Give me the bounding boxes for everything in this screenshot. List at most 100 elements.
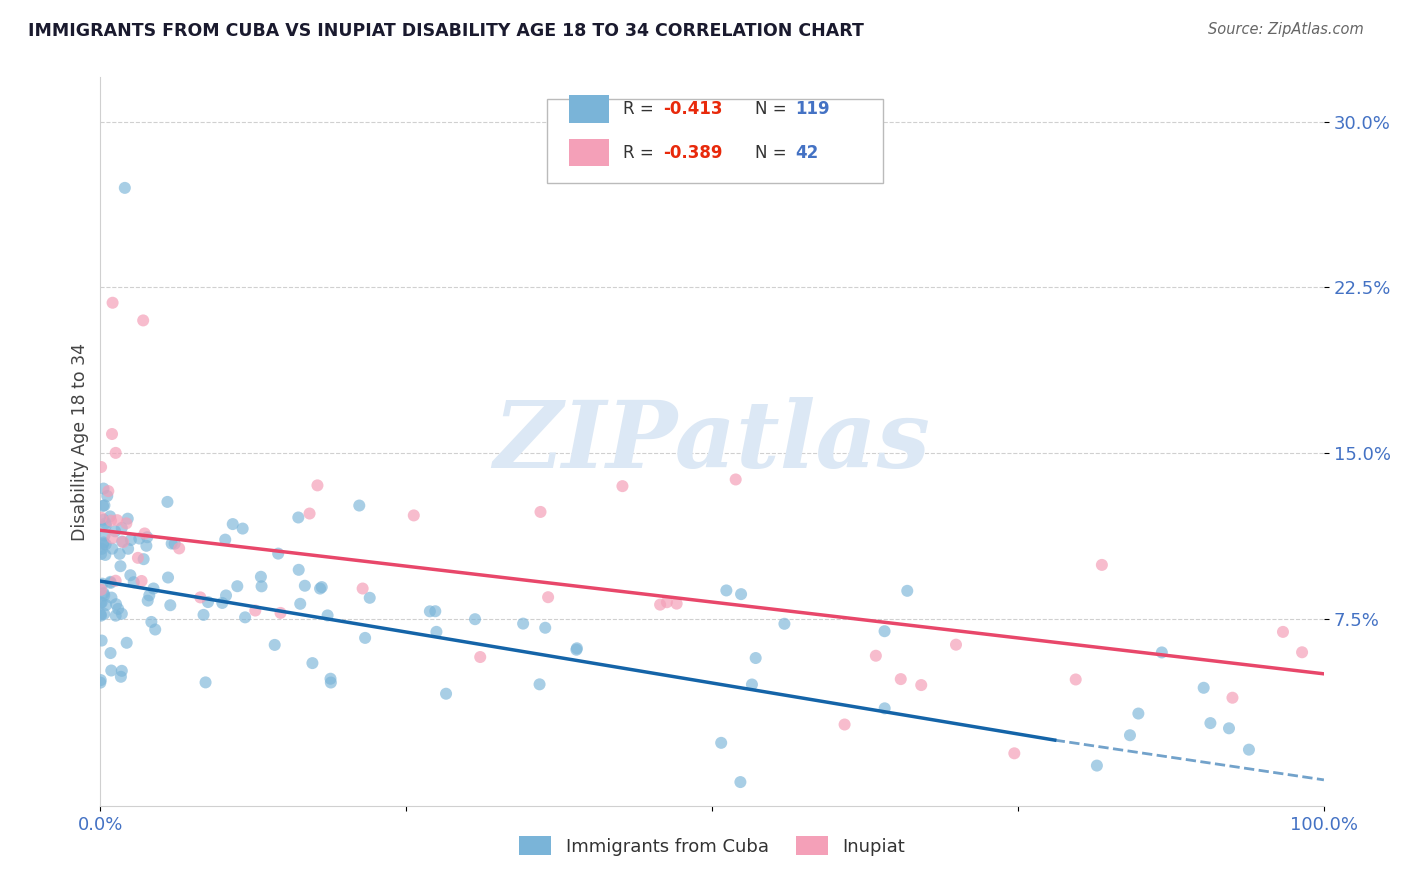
Point <box>132 313 155 327</box>
Point <box>1128 706 1150 721</box>
Point <box>537 591 560 605</box>
Point <box>316 608 339 623</box>
Point <box>101 531 124 545</box>
Point <box>141 615 163 629</box>
Point <box>226 579 249 593</box>
Point <box>1222 690 1244 705</box>
Point <box>93 588 115 602</box>
Point <box>111 534 134 549</box>
Point <box>104 446 127 460</box>
Point <box>90 607 112 622</box>
Point <box>117 511 139 525</box>
Text: 119: 119 <box>796 100 830 118</box>
Point <box>131 574 153 588</box>
Point <box>127 550 149 565</box>
Point <box>402 508 425 523</box>
Point <box>287 510 309 524</box>
Point <box>100 646 122 660</box>
Point <box>263 638 285 652</box>
Point <box>94 598 117 612</box>
Text: ZIPatlas: ZIPatlas <box>494 397 931 487</box>
Point <box>107 602 129 616</box>
Y-axis label: Disability Age 18 to 34: Disability Age 18 to 34 <box>72 343 89 541</box>
Point <box>143 623 166 637</box>
Point <box>120 533 142 547</box>
Point <box>93 528 115 542</box>
Point <box>1237 742 1260 756</box>
Text: R =: R = <box>623 144 659 161</box>
Point <box>1085 758 1108 772</box>
Point <box>655 595 678 609</box>
Point <box>290 597 312 611</box>
Point <box>90 541 112 556</box>
Point <box>425 604 447 618</box>
Point <box>105 597 128 611</box>
Text: R =: R = <box>623 100 659 118</box>
Point <box>115 516 138 531</box>
Point <box>744 651 766 665</box>
Point <box>188 591 211 605</box>
Text: N =: N = <box>755 100 792 118</box>
Point <box>100 664 122 678</box>
Point <box>90 596 112 610</box>
Point <box>1199 716 1222 731</box>
Point <box>136 593 159 607</box>
Bar <box>569 138 609 167</box>
Point <box>730 587 752 601</box>
Point <box>945 638 967 652</box>
Point <box>245 603 267 617</box>
Point <box>425 624 447 639</box>
Point <box>301 656 323 670</box>
Point <box>110 670 132 684</box>
Point <box>434 687 457 701</box>
Point <box>122 575 145 590</box>
Point <box>132 552 155 566</box>
Point <box>232 522 254 536</box>
Point <box>233 610 256 624</box>
Point <box>294 579 316 593</box>
Point <box>1218 721 1240 735</box>
Point <box>1271 624 1294 639</box>
Point <box>101 541 124 556</box>
Point <box>319 675 342 690</box>
Point <box>159 599 181 613</box>
Point <box>117 541 139 556</box>
Point <box>93 482 115 496</box>
Point <box>1091 558 1114 572</box>
Point <box>716 583 738 598</box>
Point <box>309 582 332 596</box>
Point <box>100 514 122 528</box>
Point <box>94 516 117 531</box>
Point <box>267 547 290 561</box>
Point <box>1291 645 1313 659</box>
Point <box>529 505 551 519</box>
Point <box>101 427 124 442</box>
Point <box>665 597 688 611</box>
Point <box>104 524 127 539</box>
Point <box>873 624 896 639</box>
Point <box>890 672 912 686</box>
Point <box>319 672 342 686</box>
Text: N =: N = <box>755 144 792 161</box>
Point <box>98 509 121 524</box>
Point <box>250 579 273 593</box>
Text: Source: ZipAtlas.com: Source: ZipAtlas.com <box>1208 22 1364 37</box>
Point <box>114 181 136 195</box>
Point <box>90 608 112 623</box>
Point <box>142 582 165 596</box>
Point <box>910 678 932 692</box>
Point <box>89 675 111 690</box>
Point <box>90 673 112 687</box>
Point <box>287 563 309 577</box>
Point <box>1119 728 1142 742</box>
Point <box>128 532 150 546</box>
Point <box>359 591 381 605</box>
Point <box>612 479 634 493</box>
Point <box>1002 747 1025 761</box>
Point <box>1150 645 1173 659</box>
Point <box>896 583 918 598</box>
Point <box>741 677 763 691</box>
Point <box>211 596 233 610</box>
Point <box>197 595 219 609</box>
Point <box>534 621 557 635</box>
